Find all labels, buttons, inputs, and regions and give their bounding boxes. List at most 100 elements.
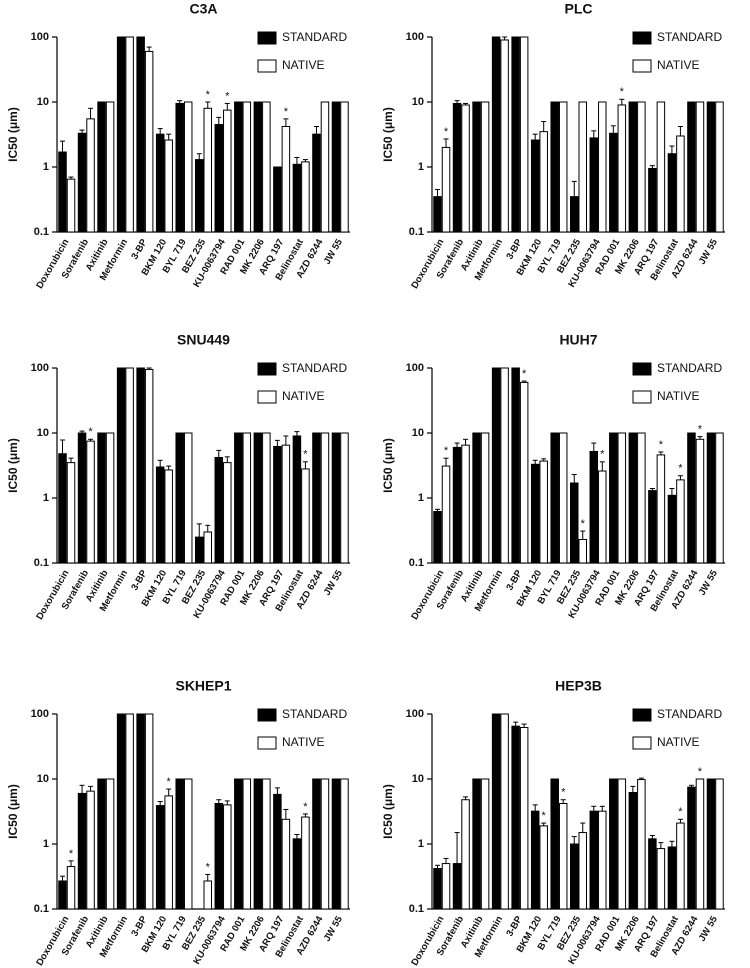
bar <box>253 432 263 564</box>
y-axis-label: IC50 (μm) <box>6 107 20 162</box>
significance-label: * <box>303 801 308 813</box>
chart-title: SKHEP1 <box>175 678 231 694</box>
bar <box>589 137 599 233</box>
x-tick-label: JW 55 <box>322 914 346 944</box>
bar <box>183 101 193 233</box>
bar <box>648 167 657 233</box>
significance-label: * <box>284 106 289 118</box>
legend-label: STANDARD <box>282 361 347 375</box>
significance-label: * <box>225 90 230 102</box>
chart-title: SNU449 <box>177 332 230 348</box>
bar <box>58 880 67 910</box>
significance-label: * <box>167 776 172 788</box>
bar <box>519 36 529 233</box>
bar <box>461 104 470 233</box>
bar <box>203 880 212 910</box>
bar <box>183 778 193 910</box>
bar <box>570 482 579 564</box>
bar <box>242 778 252 910</box>
bar <box>320 432 330 564</box>
bar <box>164 795 173 910</box>
y-tick-label: 1 <box>418 161 424 173</box>
bar <box>433 510 442 564</box>
bar <box>706 101 716 233</box>
bar <box>511 725 520 910</box>
significance-label: * <box>206 89 211 101</box>
bar <box>550 778 559 910</box>
legend-swatch <box>257 31 277 45</box>
significance-label: * <box>444 126 449 138</box>
y-tick-label: 0.1 <box>409 557 424 569</box>
bar <box>136 367 145 564</box>
bar <box>97 101 106 233</box>
bar <box>292 435 302 564</box>
y-tick-label: 10 <box>37 96 49 108</box>
bar <box>97 778 106 910</box>
y-tick-label: 10 <box>412 773 424 785</box>
significance-label: * <box>206 861 211 873</box>
bar <box>144 50 154 233</box>
bar <box>628 101 638 233</box>
legend-label: NATIVE <box>282 389 324 403</box>
y-tick-label: 100 <box>406 708 424 720</box>
bar <box>667 846 677 910</box>
bar <box>253 778 263 910</box>
y-tick-label: 100 <box>31 31 49 43</box>
bar <box>262 101 271 233</box>
significance-label: * <box>69 848 74 860</box>
bar <box>66 178 76 233</box>
significance-label: * <box>698 424 703 436</box>
bar <box>461 799 470 910</box>
legend-label: NATIVE <box>657 58 699 72</box>
legend-label: STANDARD <box>657 361 722 375</box>
bar <box>617 432 627 564</box>
legend-swatch <box>257 708 277 722</box>
bar <box>312 778 321 910</box>
bar <box>203 107 212 233</box>
bar <box>97 432 106 564</box>
bar <box>77 792 87 910</box>
bar <box>676 822 685 910</box>
legend-swatch <box>257 59 277 73</box>
legend-swatch <box>632 59 652 73</box>
significance-label: * <box>659 439 664 451</box>
bar <box>656 101 666 233</box>
bar <box>116 367 126 564</box>
legend-swatch <box>632 31 652 45</box>
bar <box>637 101 646 233</box>
bar <box>125 367 134 564</box>
y-tick-label: 0.1 <box>409 226 424 238</box>
y-tick-label: 1 <box>43 161 49 173</box>
y-tick-label: 1 <box>418 838 424 850</box>
bar <box>301 816 310 910</box>
bar <box>195 536 204 564</box>
bar <box>234 778 243 910</box>
legend-label: NATIVE <box>657 389 699 403</box>
bar <box>331 101 341 233</box>
bar <box>242 101 252 233</box>
bar <box>340 778 349 910</box>
bar <box>253 101 263 233</box>
y-tick-label: 100 <box>31 708 49 720</box>
chart-title: HEP3B <box>555 678 602 694</box>
y-tick-label: 10 <box>412 96 424 108</box>
y-axis-label: IC50 (μm) <box>381 438 395 493</box>
bar <box>164 139 173 233</box>
bar <box>676 479 685 564</box>
bar <box>86 118 95 233</box>
significance-label: * <box>620 86 625 98</box>
bar <box>105 432 115 564</box>
bar <box>609 132 618 233</box>
bar <box>676 135 685 233</box>
bar <box>519 726 529 910</box>
y-tick-label: 10 <box>37 773 49 785</box>
bar <box>77 432 87 564</box>
bar <box>312 432 321 564</box>
bar <box>491 36 501 233</box>
bar <box>519 381 529 564</box>
bar <box>609 432 618 564</box>
